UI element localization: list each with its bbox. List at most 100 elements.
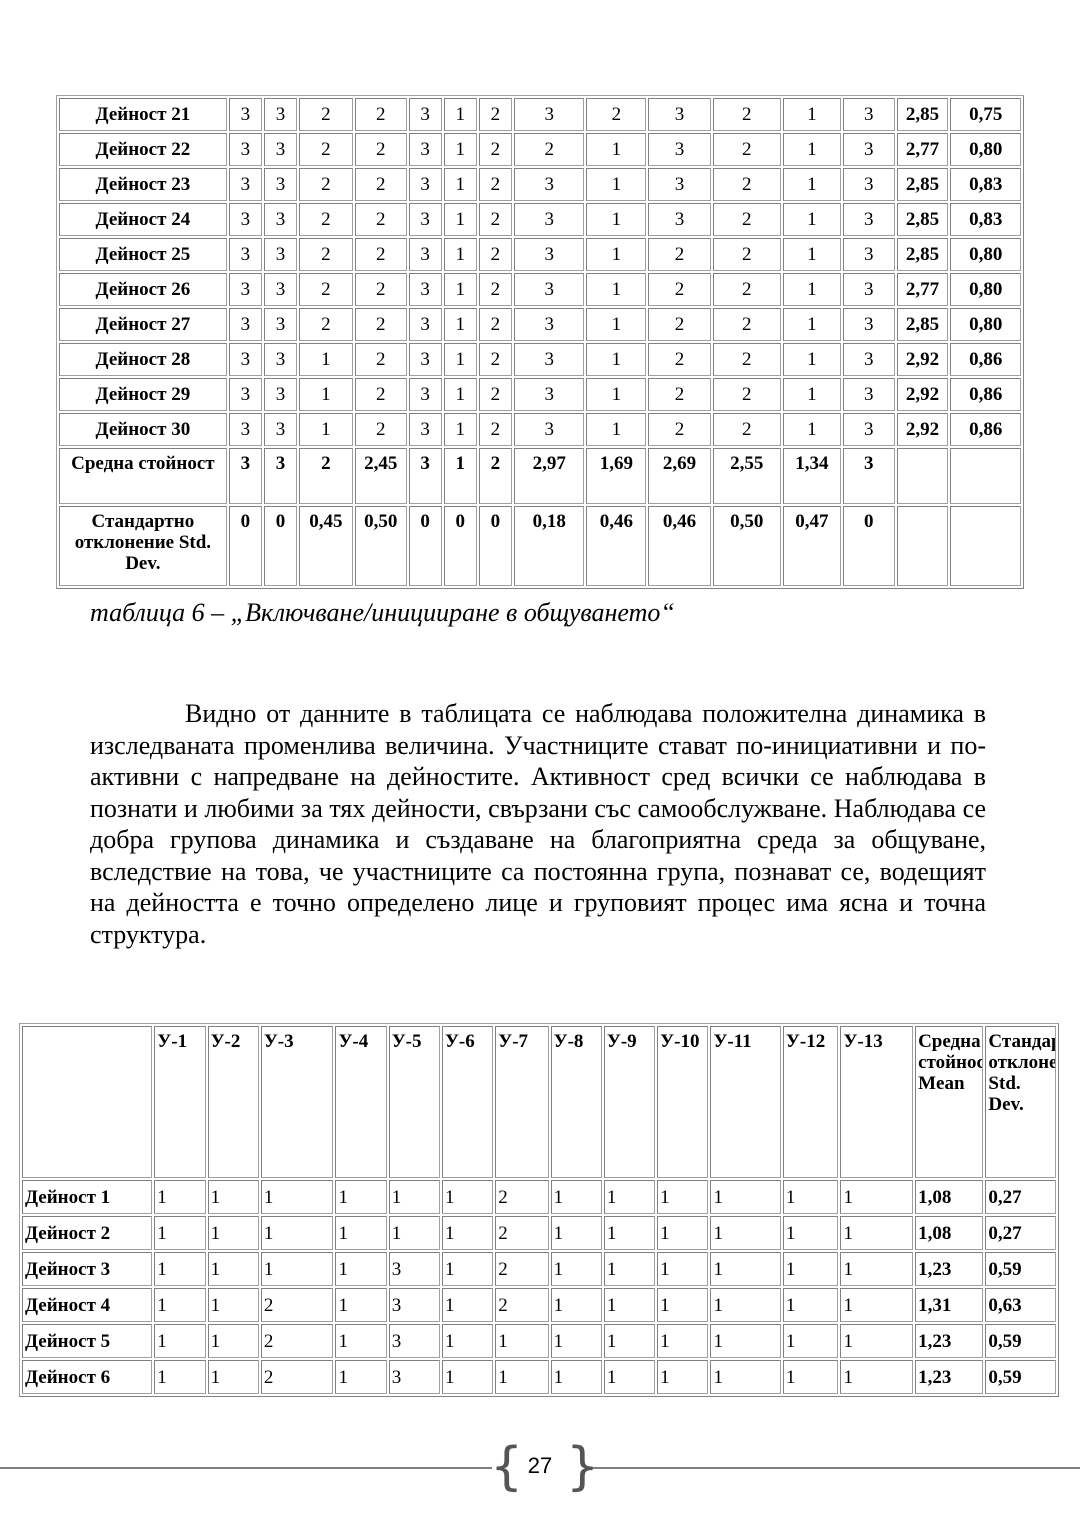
table-row: Дейност 24 3 3 2 2 3 1 2 3 1 3 2 1 3 2,85 0,83 (59, 203, 1021, 236)
empty-cell (950, 506, 1021, 586)
summary-cell: 0,46 (648, 506, 711, 586)
summary-cell: 0 (443, 506, 477, 586)
sd-cell: 0,83 (950, 203, 1021, 236)
score-cell: 3 (263, 98, 297, 131)
summary-cell: 0,18 (513, 506, 585, 586)
summary-cell: 2 (478, 448, 512, 504)
mean-cell: 2,85 (896, 203, 949, 236)
table-caption: таблица 6 – „Включване/иницииране в общу… (90, 598, 675, 627)
score-cell: 3 (648, 168, 711, 201)
score-cell: 1 (550, 1180, 602, 1214)
score-cell: 2 (478, 343, 512, 376)
score-cell: 1 (586, 343, 647, 376)
summary-cell: 2,55 (712, 448, 781, 504)
score-cell: 1 (603, 1360, 656, 1394)
column-header: У-6 (441, 1026, 494, 1178)
score-cell: 2 (648, 308, 711, 341)
mean-cell: 2,85 (896, 168, 949, 201)
score-cell: 1 (207, 1180, 259, 1214)
score-cell: 1 (657, 1216, 709, 1250)
column-header: У-9 (603, 1026, 656, 1178)
column-header: У-3 (260, 1026, 334, 1178)
row-label: Дейност 27 (59, 308, 227, 341)
row-label: Дейност 23 (59, 168, 227, 201)
score-cell: 1 (840, 1288, 914, 1322)
table-row: Дейност 5 1 1 2 1 3 1 1 1 1 1 1 1 1 1,23 0,59 (22, 1324, 1056, 1358)
score-cell: 1 (657, 1180, 709, 1214)
score-cell: 3 (228, 238, 262, 271)
score-cell: 2 (478, 98, 512, 131)
score-cell: 1 (710, 1252, 781, 1286)
mean-cell: 1,31 (915, 1288, 984, 1322)
score-cell: 1 (782, 1324, 839, 1358)
score-cell: 3 (228, 98, 262, 131)
score-cell: 1 (443, 238, 477, 271)
body-paragraph: Видно от данните в таблицата се наблюдав… (90, 699, 986, 949)
score-cell: 2 (299, 308, 353, 341)
score-cell: 1 (710, 1216, 781, 1250)
score-cell: 3 (842, 168, 895, 201)
score-cell: 3 (513, 273, 585, 306)
score-cell: 3 (263, 308, 297, 341)
score-cell: 3 (388, 1360, 440, 1394)
mean-cell: 1,23 (915, 1252, 984, 1286)
score-cell: 3 (842, 98, 895, 131)
row-label: Дейност 25 (59, 238, 227, 271)
summary-cell: 3 (263, 448, 297, 504)
table-row: Дейност 23 3 3 2 2 3 1 2 3 1 3 2 1 3 2,85 0,83 (59, 168, 1021, 201)
score-cell: 3 (408, 98, 442, 131)
score-cell: 2 (299, 98, 353, 131)
table-row: Дейност 28 3 3 1 2 3 1 2 3 1 2 2 1 3 2,92 0,86 (59, 343, 1021, 376)
score-cell: 1 (388, 1180, 440, 1214)
score-cell: 2 (712, 133, 781, 166)
table-row: Дейност 4 1 1 2 1 3 1 2 1 1 1 1 1 1 1,31 0,63 (22, 1288, 1056, 1322)
column-header: У-8 (550, 1026, 602, 1178)
mean-cell: 2,85 (896, 238, 949, 271)
score-cell: 1 (207, 1288, 259, 1322)
score-cell: 1 (782, 133, 841, 166)
score-cell: 2 (648, 378, 711, 411)
table-row: Дейност 3 1 1 1 1 3 1 2 1 1 1 1 1 1 1,23 0,59 (22, 1252, 1056, 1286)
score-cell: 1 (603, 1252, 656, 1286)
summary-cell: 0,50 (712, 506, 781, 586)
column-header: Средна стойност Mean (915, 1026, 984, 1178)
sd-cell: 0,80 (950, 308, 1021, 341)
summary-cell: 0,46 (586, 506, 647, 586)
score-cell: 3 (228, 378, 262, 411)
summary-cell: 2 (299, 448, 353, 504)
empty-cell (896, 506, 949, 586)
score-cell: 1 (154, 1180, 206, 1214)
mean-cell: 1,08 (915, 1216, 984, 1250)
sd-cell: 0,86 (950, 343, 1021, 376)
score-cell: 1 (299, 378, 353, 411)
score-cell: 2 (478, 413, 512, 446)
score-cell: 1 (710, 1324, 781, 1358)
row-label: Дейност 4 (22, 1288, 153, 1322)
score-cell: 1 (586, 168, 647, 201)
summary-cell: 1,34 (782, 448, 841, 504)
summary-cell: 3 (228, 448, 262, 504)
table-row: Дейност 27 3 3 2 2 3 1 2 3 1 2 2 1 3 2,85 0,80 (59, 308, 1021, 341)
activity-table-21-30: Дейност 21 3 3 2 2 3 1 2 3 2 3 2 1 3 2,85 0,75 Дейност 2… (56, 95, 1024, 589)
summary-cell: 2,45 (354, 448, 407, 504)
score-cell: 1 (586, 133, 647, 166)
score-cell: 3 (842, 273, 895, 306)
score-cell: 2 (354, 168, 407, 201)
score-cell: 1 (840, 1252, 914, 1286)
column-header: У-2 (207, 1026, 259, 1178)
score-cell: 3 (513, 203, 585, 236)
score-cell: 1 (550, 1252, 602, 1286)
mean-cell: 2,77 (896, 133, 949, 166)
table-row: Дейност 2 1 1 1 1 1 1 2 1 1 1 1 1 1 1,08 0,27 (22, 1216, 1056, 1250)
score-cell: 3 (408, 203, 442, 236)
score-cell: 3 (228, 203, 262, 236)
score-cell: 1 (443, 98, 477, 131)
row-label: Стандартно отклонение Std. Dev. (59, 506, 227, 586)
score-cell: 3 (228, 133, 262, 166)
score-cell: 2 (586, 98, 647, 131)
score-cell: 1 (495, 1360, 549, 1394)
score-cell: 3 (228, 343, 262, 376)
score-cell: 3 (228, 308, 262, 341)
column-header: У-7 (495, 1026, 549, 1178)
footer-rule-left (0, 1467, 492, 1469)
